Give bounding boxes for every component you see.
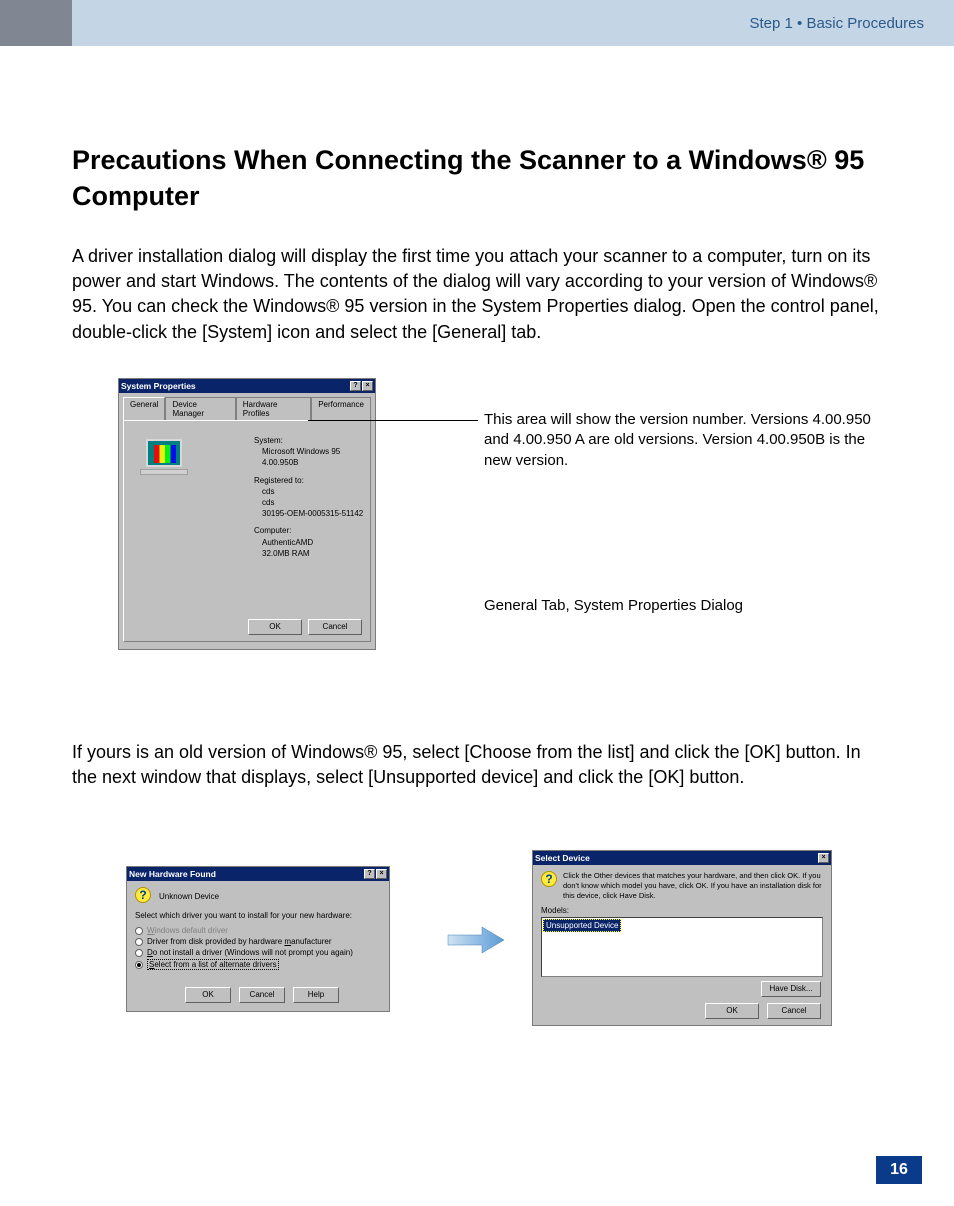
dialog-title: System Properties (121, 381, 350, 391)
computer-icon (146, 439, 188, 481)
dialog-body: ? Unknown Device Select which driver you… (127, 881, 389, 978)
have-disk-button[interactable]: Have Disk... (761, 981, 821, 997)
radio-option-default: Windows default driver (135, 926, 381, 935)
leader-line (308, 420, 478, 421)
ok-button[interactable]: OK (248, 619, 302, 635)
radio-icon (135, 927, 143, 935)
instructions-text: Click the Other devices that matches you… (563, 871, 823, 900)
help-icon[interactable]: ? (350, 381, 361, 391)
breadcrumb: Step 1 • Basic Procedures (749, 15, 924, 32)
dialog-title: New Hardware Found (129, 869, 364, 879)
cancel-button[interactable]: Cancel (767, 1003, 821, 1019)
tab-general[interactable]: General (123, 397, 165, 420)
radio-option-disk[interactable]: Driver from disk provided by hardware ma… (135, 937, 381, 946)
value-os: Microsoft Windows 95 (262, 446, 363, 457)
system-properties-dialog: System Properties ? × General Device Man… (118, 378, 376, 650)
paragraph-intro: A driver installation dialog will displa… (72, 244, 882, 345)
paragraph-old-version: If yours is an old version of Windows® 9… (72, 740, 882, 790)
callout-version-info: This area will show the version number. … (484, 410, 884, 471)
page-number: 16 (876, 1156, 922, 1184)
system-info: System: Microsoft Windows 95 4.00.950B R… (254, 429, 363, 559)
cancel-button[interactable]: Cancel (308, 619, 362, 635)
label-system: System: (254, 435, 363, 446)
prompt-text: Select which driver you want to install … (135, 911, 381, 920)
question-icon: ? (541, 871, 557, 889)
value-reg2: cds (262, 497, 363, 508)
dialog-button-row: Have Disk... (761, 981, 821, 997)
radio-option-list[interactable]: Select from a list of alternate drivers (135, 959, 381, 970)
cancel-button[interactable]: Cancel (239, 987, 285, 1003)
radio-icon (135, 961, 143, 969)
radio-label: Windows default driver (147, 926, 228, 935)
close-icon[interactable]: × (376, 869, 387, 879)
dialog-button-row: OK Cancel (248, 619, 362, 635)
dialog-button-row: OK Cancel Help (185, 987, 339, 1003)
tab-hardware-profiles[interactable]: Hardware Profiles (236, 397, 311, 420)
dialog-titlebar: New Hardware Found ? × (127, 867, 389, 881)
help-icon[interactable]: ? (364, 869, 375, 879)
ok-button[interactable]: OK (705, 1003, 759, 1019)
tab-panel-general: System: Microsoft Windows 95 4.00.950B R… (123, 420, 371, 642)
arrow-icon (446, 925, 506, 955)
header-bar: Step 1 • Basic Procedures (72, 0, 954, 46)
dialog-titlebar: System Properties ? × (119, 379, 375, 393)
radio-icon (135, 938, 143, 946)
value-version: 4.00.950B (262, 457, 363, 468)
device-name: Unknown Device (159, 892, 219, 901)
models-label: Models: (541, 906, 823, 915)
page-title: Precautions When Connecting the Scanner … (72, 142, 882, 215)
list-item[interactable]: Unsupported Device (543, 919, 621, 932)
value-reg1: cds (262, 486, 363, 497)
radio-icon (135, 949, 143, 957)
dialog-titlebar: Select Device × (533, 851, 831, 865)
label-computer: Computer: (254, 525, 363, 536)
new-hardware-dialog: New Hardware Found ? × ? Unknown Device … (126, 866, 390, 1012)
value-cpu: AuthenticAMD (262, 537, 363, 548)
radio-label: Select from a list of alternate drivers (147, 959, 279, 970)
radio-label: Driver from disk provided by hardware ma… (147, 937, 332, 946)
models-listbox[interactable]: Unsupported Device (541, 917, 823, 977)
value-ram: 32.0MB RAM (262, 548, 363, 559)
select-device-dialog: Select Device × ? Click the Other device… (532, 850, 832, 1026)
question-icon: ? (135, 887, 153, 905)
label-registered: Registered to: (254, 475, 363, 486)
radio-option-no-driver[interactable]: Do not install a driver (Windows will no… (135, 948, 381, 957)
tab-device-manager[interactable]: Device Manager (165, 397, 235, 420)
help-button[interactable]: Help (293, 987, 339, 1003)
page-header: Step 1 • Basic Procedures (0, 0, 954, 46)
close-icon[interactable]: × (818, 853, 829, 863)
dialog-button-row: OK Cancel (705, 1003, 821, 1019)
header-accent (0, 0, 72, 46)
tab-strip: General Device Manager Hardware Profiles… (119, 393, 375, 420)
dialog-body: ? Click the Other devices that matches y… (533, 865, 831, 981)
callout-caption: General Tab, System Properties Dialog (484, 597, 884, 614)
close-icon[interactable]: × (362, 381, 373, 391)
tab-performance[interactable]: Performance (311, 397, 371, 420)
dialog-title: Select Device (535, 853, 818, 863)
value-reg3: 30195-OEM-0005315-51142 (262, 508, 363, 519)
ok-button[interactable]: OK (185, 987, 231, 1003)
radio-label: Do not install a driver (Windows will no… (147, 948, 353, 957)
